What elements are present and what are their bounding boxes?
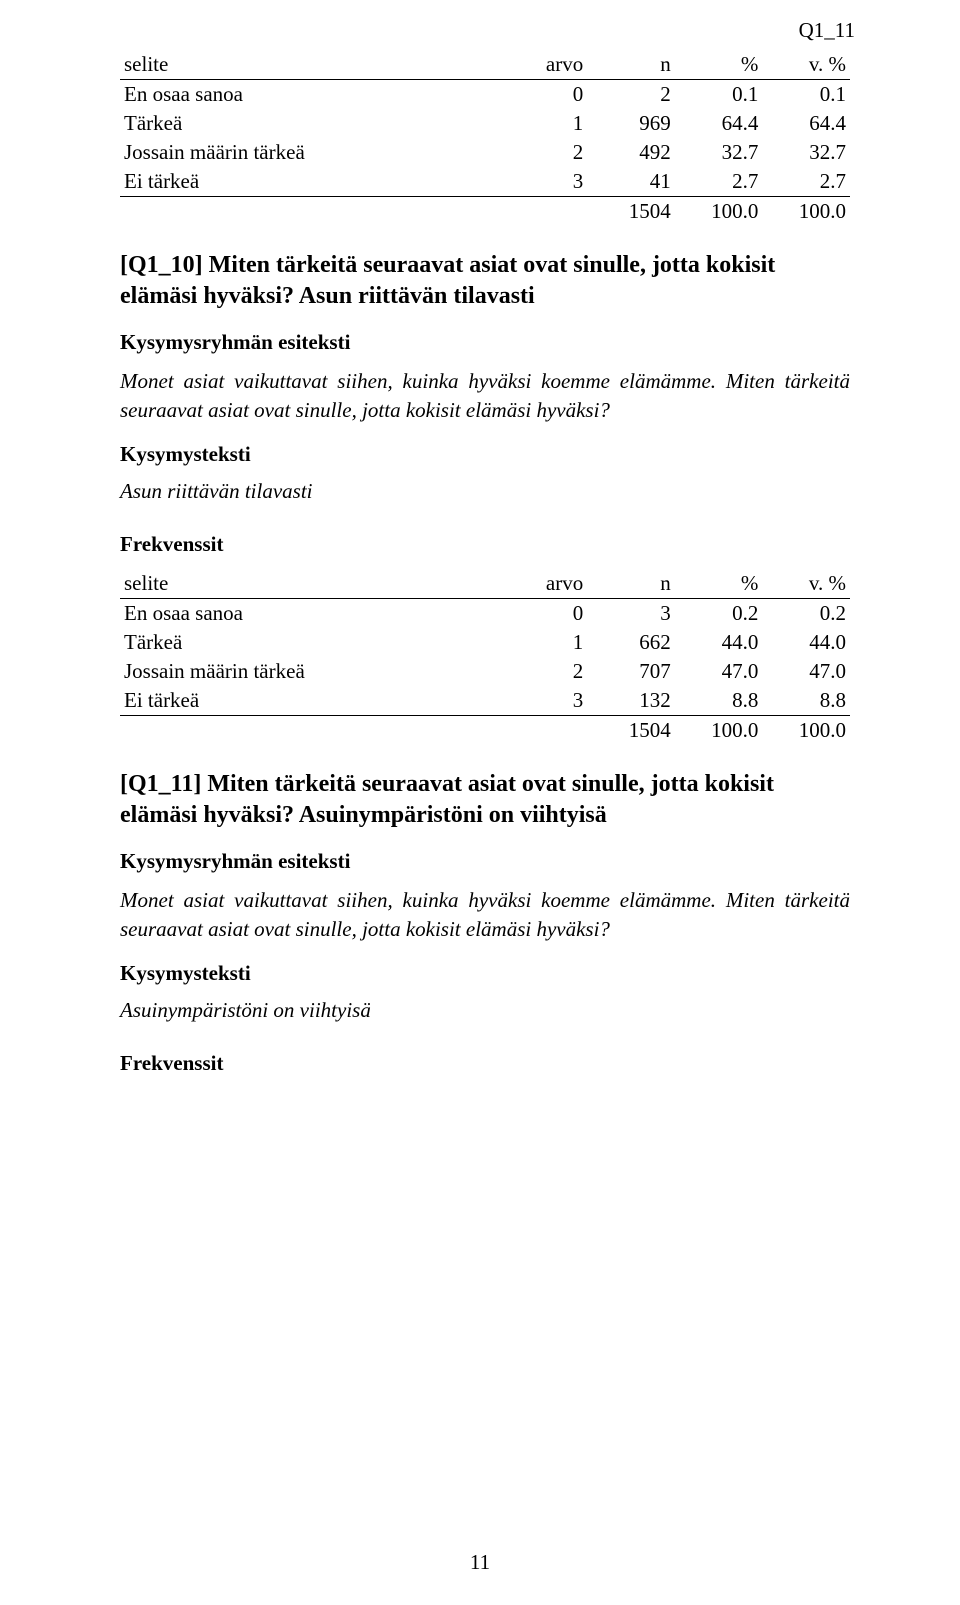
cell-value: 32.7 [675, 138, 763, 167]
cell-value [522, 716, 588, 746]
cell-value: 1504 [587, 716, 675, 746]
cell-value: 2 [587, 80, 675, 110]
table-header-row: selite arvo n % v. % [120, 50, 850, 80]
cell-label: En osaa sanoa [120, 80, 522, 110]
cell-value: 0.2 [762, 599, 850, 629]
cell-value: 3 [522, 167, 588, 197]
table-row: Ei tärkeä 3 41 2.7 2.7 [120, 167, 850, 197]
table-row: Ei tärkeä 3 132 8.8 8.8 [120, 686, 850, 716]
col-header: % [675, 569, 763, 599]
cell-value: 2 [522, 657, 588, 686]
cell-value: 132 [587, 686, 675, 716]
cell-value: 3 [522, 686, 588, 716]
cell-label: Tärkeä [120, 109, 522, 138]
cell-value: 32.7 [762, 138, 850, 167]
table-row: En osaa sanoa 0 3 0.2 0.2 [120, 599, 850, 629]
cell-value: 100.0 [675, 716, 763, 746]
cell-value: 2.7 [762, 167, 850, 197]
frequencies-label: Frekvenssit [120, 1051, 850, 1076]
section-heading-q1-11: [Q1_11] Miten tärkeitä seuraavat asiat o… [120, 769, 850, 831]
group-pretext-label: Kysymysryhmän esiteksti [120, 330, 850, 355]
page-number: 11 [0, 1550, 960, 1575]
cell-value: 0.1 [762, 80, 850, 110]
question-text-label: Kysymysteksti [120, 442, 850, 467]
col-header: % [675, 50, 763, 80]
col-header: selite [120, 50, 522, 80]
cell-value: 44.0 [675, 628, 763, 657]
cell-value: 47.0 [762, 657, 850, 686]
cell-value: 707 [587, 657, 675, 686]
table-row: Tärkeä 1 662 44.0 44.0 [120, 628, 850, 657]
cell-value: 47.0 [675, 657, 763, 686]
cell-value: 64.4 [762, 109, 850, 138]
page-container: Q1_11 selite arvo n % v. % En osaa sanoa… [0, 0, 960, 1605]
cell-value: 8.8 [762, 686, 850, 716]
cell-label: Jossain määrin tärkeä [120, 657, 522, 686]
col-header: n [587, 50, 675, 80]
cell-value: 0.1 [675, 80, 763, 110]
cell-value: 0 [522, 80, 588, 110]
cell-label: Ei tärkeä [120, 686, 522, 716]
cell-value: 1504 [587, 197, 675, 227]
question-text-body: Asuinympäristöni on viihtyisä [120, 998, 850, 1023]
cell-label: Ei tärkeä [120, 167, 522, 197]
cell-label: Jossain määrin tärkeä [120, 138, 522, 167]
cell-value [522, 197, 588, 227]
cell-value: 100.0 [762, 197, 850, 227]
table-row: Jossain määrin tärkeä 2 492 32.7 32.7 [120, 138, 850, 167]
cell-value: 662 [587, 628, 675, 657]
table-row: En osaa sanoa 0 2 0.1 0.1 [120, 80, 850, 110]
table-row: Jossain määrin tärkeä 2 707 47.0 47.0 [120, 657, 850, 686]
col-header: selite [120, 569, 522, 599]
group-pretext-label: Kysymysryhmän esiteksti [120, 849, 850, 874]
cell-value: 2 [522, 138, 588, 167]
cell-value: 64.4 [675, 109, 763, 138]
table-header-row: selite arvo n % v. % [120, 569, 850, 599]
cell-value: 0.2 [675, 599, 763, 629]
cell-value: 100.0 [762, 716, 850, 746]
cell-value: 492 [587, 138, 675, 167]
cell-value: 8.8 [675, 686, 763, 716]
cell-label [120, 197, 522, 227]
col-header: arvo [522, 569, 588, 599]
table-total-row: 1504 100.0 100.0 [120, 716, 850, 746]
page-header-label: Q1_11 [799, 18, 855, 43]
question-text-body: Asun riittävän tilavasti [120, 479, 850, 504]
col-header: arvo [522, 50, 588, 80]
frequency-table-2: selite arvo n % v. % En osaa sanoa 0 3 0… [120, 569, 850, 745]
section-heading-q1-10: [Q1_10] Miten tärkeitä seuraavat asiat o… [120, 250, 850, 312]
cell-value: 3 [587, 599, 675, 629]
cell-value: 1 [522, 109, 588, 138]
frequencies-label: Frekvenssit [120, 532, 850, 557]
cell-value: 969 [587, 109, 675, 138]
table-row: Tärkeä 1 969 64.4 64.4 [120, 109, 850, 138]
cell-value: 2.7 [675, 167, 763, 197]
col-header: n [587, 569, 675, 599]
frequency-table-1: selite arvo n % v. % En osaa sanoa 0 2 0… [120, 50, 850, 226]
cell-value: 100.0 [675, 197, 763, 227]
group-pretext-body: Monet asiat vaikuttavat siihen, kuinka h… [120, 886, 850, 943]
question-text-label: Kysymysteksti [120, 961, 850, 986]
group-pretext-body: Monet asiat vaikuttavat siihen, kuinka h… [120, 367, 850, 424]
cell-value: 41 [587, 167, 675, 197]
cell-label [120, 716, 522, 746]
cell-value: 0 [522, 599, 588, 629]
col-header: v. % [762, 50, 850, 80]
cell-value: 1 [522, 628, 588, 657]
cell-value: 44.0 [762, 628, 850, 657]
cell-label: En osaa sanoa [120, 599, 522, 629]
cell-label: Tärkeä [120, 628, 522, 657]
col-header: v. % [762, 569, 850, 599]
table-total-row: 1504 100.0 100.0 [120, 197, 850, 227]
